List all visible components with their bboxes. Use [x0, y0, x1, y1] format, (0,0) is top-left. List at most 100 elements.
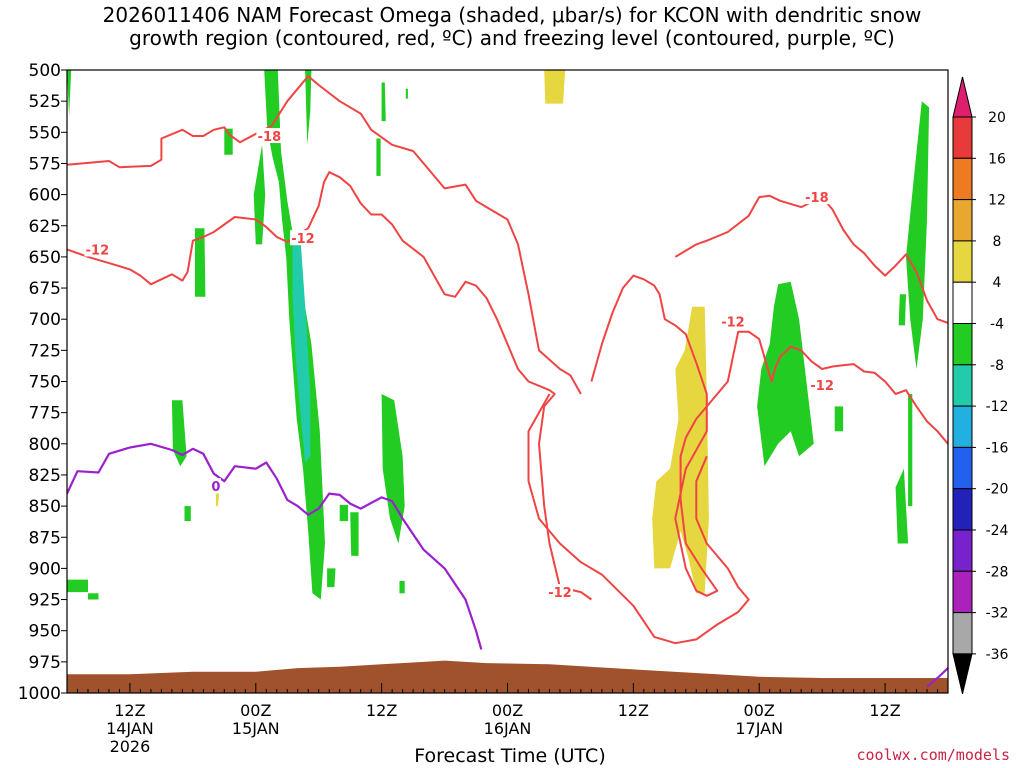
omega-region-green-23 — [908, 394, 913, 507]
y-tick-label-11: 775 — [29, 404, 61, 424]
colorbar-bottom-arrow — [952, 653, 973, 695]
y-tick-label-7: 675 — [29, 279, 61, 299]
y-tick-label-18: 950 — [29, 622, 61, 642]
dgz-contour-line-1 — [67, 171, 592, 601]
contour-label-0: -18 — [258, 130, 282, 145]
freezing-contour-line-1 — [926, 667, 948, 688]
contour-label-bg-5 — [803, 189, 830, 205]
freezing-level-contour-layer — [67, 442, 948, 688]
dgz-contour-layer — [67, 75, 948, 645]
contour-label-5: -18 — [805, 191, 829, 206]
omega-region-teal-24 — [292, 232, 311, 463]
contour-label-bg-0 — [256, 128, 283, 144]
dgz-contour-line-3 — [590, 274, 948, 597]
contour-label-bg-2 — [289, 230, 316, 246]
colorbar-swatch-3 — [952, 240, 973, 283]
colorbar-label-6: -8 — [990, 358, 1004, 374]
contour-label-bg-1 — [84, 241, 111, 257]
colorbar-swatch-0 — [952, 116, 973, 159]
x-tick-label-1-1: 15JAN — [232, 719, 280, 738]
colorbar-swatch-10 — [952, 529, 973, 572]
x-tick-label-3-1: 16JAN — [484, 719, 532, 738]
y-tick-label-20: 1000 — [18, 684, 61, 704]
y-tick-label-17: 925 — [29, 591, 61, 611]
y-tick-label-1: 525 — [29, 92, 61, 112]
omega-region-green-6 — [195, 228, 206, 297]
contour-label-bg-4 — [719, 313, 746, 329]
dgz-contour-line-0 — [67, 75, 582, 395]
omega-region-green-18 — [757, 281, 814, 467]
x-tick-label-1-0: 00Z — [240, 701, 271, 720]
contour-label-bg-6 — [809, 377, 836, 393]
omega-region-green-19 — [834, 406, 844, 432]
omega-region-green-3 — [305, 70, 312, 145]
colorbar-label-10: -24 — [986, 523, 1009, 539]
contour-label-layer: -18 -12 -12 -12 -12 -18 -12 0 — [84, 128, 836, 601]
dgz-contour-line-4 — [527, 393, 750, 645]
colorbar-label-1: 16 — [988, 151, 1006, 167]
y-tick-label-3: 575 — [29, 154, 61, 174]
colorbar-label-13: -36 — [986, 647, 1009, 663]
colorbar-swatch-1 — [952, 157, 973, 201]
contour-label-2: -12 — [291, 232, 315, 247]
colorbar-label-5: -4 — [990, 317, 1004, 333]
colorbar-swatch-12 — [952, 612, 973, 655]
colorbar-swatch-11 — [952, 570, 973, 614]
omega-region-green-0 — [67, 70, 72, 117]
omega-region-green-17 — [339, 504, 349, 522]
colorbar-swatch-4 — [952, 281, 973, 325]
dgz-contour-line-2 — [674, 194, 948, 324]
omega-region-green-22 — [895, 468, 909, 544]
omega-region-green-4 — [376, 138, 381, 176]
omega-region-yellow-25 — [544, 70, 566, 104]
omega-region-green-20 — [906, 101, 930, 369]
omega-region-green-8 — [405, 88, 408, 99]
contour-label-1: -12 — [86, 243, 110, 258]
y-tick-label-6: 650 — [29, 248, 61, 268]
colorbar-label-11: -28 — [986, 564, 1009, 580]
omega-region-green-14 — [327, 568, 336, 588]
colorbar-label-8: -16 — [986, 440, 1009, 456]
terrain-fill — [67, 660, 948, 693]
omega-region-green-16 — [88, 593, 99, 600]
omega-region-green-9 — [171, 400, 187, 467]
y-tick-label-15: 875 — [29, 528, 61, 548]
credit-text[interactable]: coolwx.com/models — [856, 746, 1010, 764]
y-tick-label-16: 900 — [29, 559, 61, 579]
colorbar-label-2: 12 — [988, 193, 1006, 209]
contour-label-7: 0 — [211, 480, 220, 495]
contour-label-bg-7 — [210, 478, 221, 494]
colorbar-top-arrow — [952, 76, 973, 118]
y-tick-label-2: 550 — [29, 123, 61, 143]
colorbar: 20 16 12 8 4 -4 -8 -12 -16 -20 -24 -28 -32 -36 — [952, 76, 1009, 695]
x-axis-title: Forecast Time (UTC) — [414, 745, 606, 767]
colorbar-swatch-5 — [952, 323, 973, 366]
omega-region-green-15 — [67, 579, 88, 593]
omega-region-green-21 — [898, 294, 906, 326]
omega-shading-layer — [67, 70, 930, 600]
chart-title-line-1: 2026011406 NAM Forecast Omega (shaded, μ… — [102, 3, 922, 27]
contour-label-4: -12 — [721, 316, 745, 331]
colorbar-swatch-2 — [952, 199, 973, 242]
y-tick-label-19: 975 — [29, 653, 61, 673]
y-tick-label-10: 750 — [29, 373, 61, 393]
omega-region-green-12 — [350, 512, 359, 556]
terrain-layer — [67, 660, 948, 693]
y-tick-label-4: 600 — [29, 186, 61, 206]
omega-region-yellow-27 — [215, 493, 220, 507]
colorbar-label-12: -32 — [986, 606, 1009, 622]
y-tick-label-13: 825 — [29, 466, 61, 486]
y-tick-label-14: 850 — [29, 497, 61, 517]
x-tick-label-5-0: 00Z — [744, 701, 775, 720]
colorbar-swatch-9 — [952, 488, 973, 531]
omega-region-green-13 — [399, 580, 405, 594]
colorbar-swatch-8 — [952, 446, 973, 490]
omega-region-yellow-26 — [652, 306, 709, 594]
y-tick-label-9: 725 — [29, 341, 61, 361]
x-tick-label-6-0: 12Z — [869, 701, 900, 720]
x-tick-label-0-1: 14JAN — [106, 719, 154, 738]
y-tick-label-0: 500 — [29, 61, 61, 81]
y-tick-label-8: 700 — [29, 310, 61, 330]
